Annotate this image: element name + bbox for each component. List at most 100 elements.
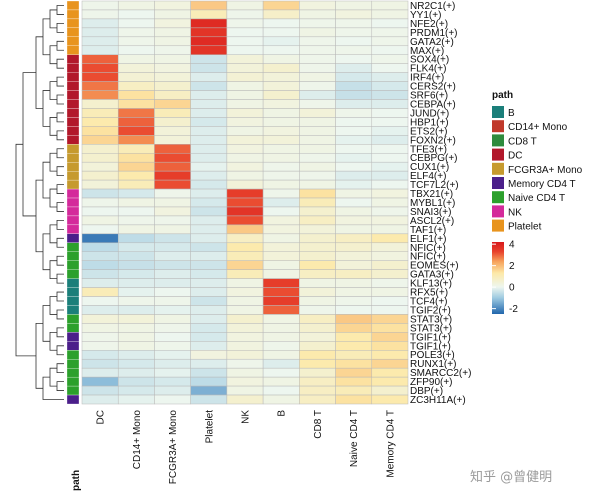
dendrogram-branch: [56, 94, 64, 105]
heatmap-cell: [335, 197, 373, 208]
heatmap-cell: [262, 242, 300, 253]
heatmap-cell: [299, 376, 336, 387]
heatmap-cell: [335, 117, 373, 127]
path-annotation-cell: [66, 368, 80, 378]
path-annotation-cell: [66, 0, 80, 11]
heatmap-cell: [299, 323, 336, 333]
row-label: MAX(+): [410, 46, 444, 57]
path-legend-title: path: [492, 90, 513, 101]
heatmap-cell: [117, 251, 155, 261]
heatmap-cell: [226, 144, 264, 154]
dendrogram-branch: [49, 9, 57, 29]
heatmap-cell: [117, 170, 155, 181]
heatmap-cell: [190, 45, 228, 55]
heatmap-cell: [154, 117, 191, 127]
row-label: SMARCC2(+): [410, 368, 471, 379]
heatmap-cell: [81, 0, 119, 11]
heatmap-cell: [262, 305, 300, 315]
heatmap-cell: [81, 314, 119, 324]
dendrogram-branch: [56, 291, 64, 302]
row-label: RFX5(+): [410, 288, 448, 299]
heatmap-cell: [226, 358, 264, 369]
heatmap-cell: [335, 36, 373, 47]
heatmap-cell: [226, 332, 264, 342]
heatmap-cell: [262, 54, 300, 64]
heatmap-cell: [335, 251, 373, 261]
path-annotation-cell: [66, 108, 80, 118]
dendrogram-branch: [56, 220, 64, 230]
heatmap-cell: [154, 376, 191, 387]
path-legend-label: CD8 T: [508, 136, 537, 147]
heatmap-cell: [81, 144, 119, 154]
heatmap-cell: [262, 117, 300, 127]
heatmap-cell: [190, 215, 228, 226]
heatmap-cell: [299, 117, 336, 127]
heatmap-cell: [190, 27, 228, 38]
heatmap-cell: [371, 45, 409, 55]
heatmap-cell: [226, 197, 264, 208]
heatmap-cell: [299, 27, 336, 38]
path-annotation-cell: [66, 153, 80, 163]
path-annotation-cell: [66, 45, 80, 55]
heatmap-cell: [226, 81, 264, 91]
heatmap-cell: [299, 215, 336, 226]
dendrogram-branch: [56, 112, 64, 123]
heatmap-cell: [335, 341, 373, 351]
path-annotation-cell: [66, 296, 80, 306]
heatmap-cell: [117, 197, 155, 208]
row-label: TAF1(+): [410, 225, 446, 236]
dendrogram-branch: [56, 58, 64, 69]
heatmap-cell: [81, 18, 119, 29]
heatmap-cell: [117, 179, 155, 190]
heatmap-cell: [154, 233, 191, 244]
heatmap-cell: [154, 126, 191, 136]
row-label: TCF7L2(+): [410, 180, 459, 191]
heatmap-cell: [154, 242, 191, 253]
dendrogram-branch: [49, 81, 57, 100]
heatmap-cell: [299, 36, 336, 47]
heatmap-cell: [81, 54, 119, 64]
column-labels: DC CD14+ Mono FCGR3A+ Mono Platelet NK B CD8 T…: [96, 410, 397, 485]
column-label: B: [277, 410, 288, 417]
column-label: CD8 T: [313, 410, 324, 439]
dendrogram-branch: [56, 184, 64, 194]
heatmap-cell: [262, 269, 300, 279]
row-label: PRDM1(+): [410, 28, 458, 39]
heatmap-cell: [154, 188, 191, 199]
dendrogram-branch: [56, 22, 64, 33]
heatmap-cell: [117, 305, 155, 315]
heatmap-cell: [335, 9, 373, 20]
dendrogram-branch: [49, 224, 57, 244]
watermark: 知乎 @曾健明: [470, 470, 553, 485]
heatmap-cell: [226, 341, 264, 351]
heatmap-cell: [154, 385, 191, 396]
heatmap-cell: [117, 358, 155, 369]
row-label: NFE2(+): [410, 19, 448, 30]
path-legend: path B CD14+ Mono CD8 T DC FCGR3A+ Mono Memor…: [492, 90, 583, 233]
row-label: EOMES(+): [410, 261, 459, 272]
heatmap-cell: [226, 233, 264, 244]
heatmap-cell: [371, 215, 409, 226]
row-label: GATA2(+): [410, 37, 454, 48]
column-label: FCGR3A+ Mono: [168, 410, 179, 485]
heatmap-cell: [335, 108, 373, 118]
heatmap-cell: [371, 108, 409, 118]
heatmap-cell: [335, 54, 373, 64]
heatmap-cell: [262, 251, 300, 261]
path-annotation-cell: [66, 144, 80, 154]
heatmap-cell: [371, 260, 409, 270]
heatmap-cell: [226, 135, 264, 145]
path-annotation-cell: [66, 18, 80, 29]
heatmap-cell: [371, 161, 409, 172]
heatmap-cell: [190, 170, 228, 181]
dendrogram-branch: [49, 117, 57, 136]
row-label: TCF4(+): [410, 297, 448, 308]
heatmap-cell: [81, 206, 119, 217]
heatmap-cell: [262, 385, 300, 396]
heatmap-cell: [371, 350, 409, 360]
row-label: CUX1(+): [410, 162, 449, 173]
heatmap-cell: [371, 179, 409, 190]
heatmap-cell: [226, 224, 264, 235]
path-legend-swatch: [492, 134, 504, 147]
heatmap-cell: [190, 385, 228, 396]
